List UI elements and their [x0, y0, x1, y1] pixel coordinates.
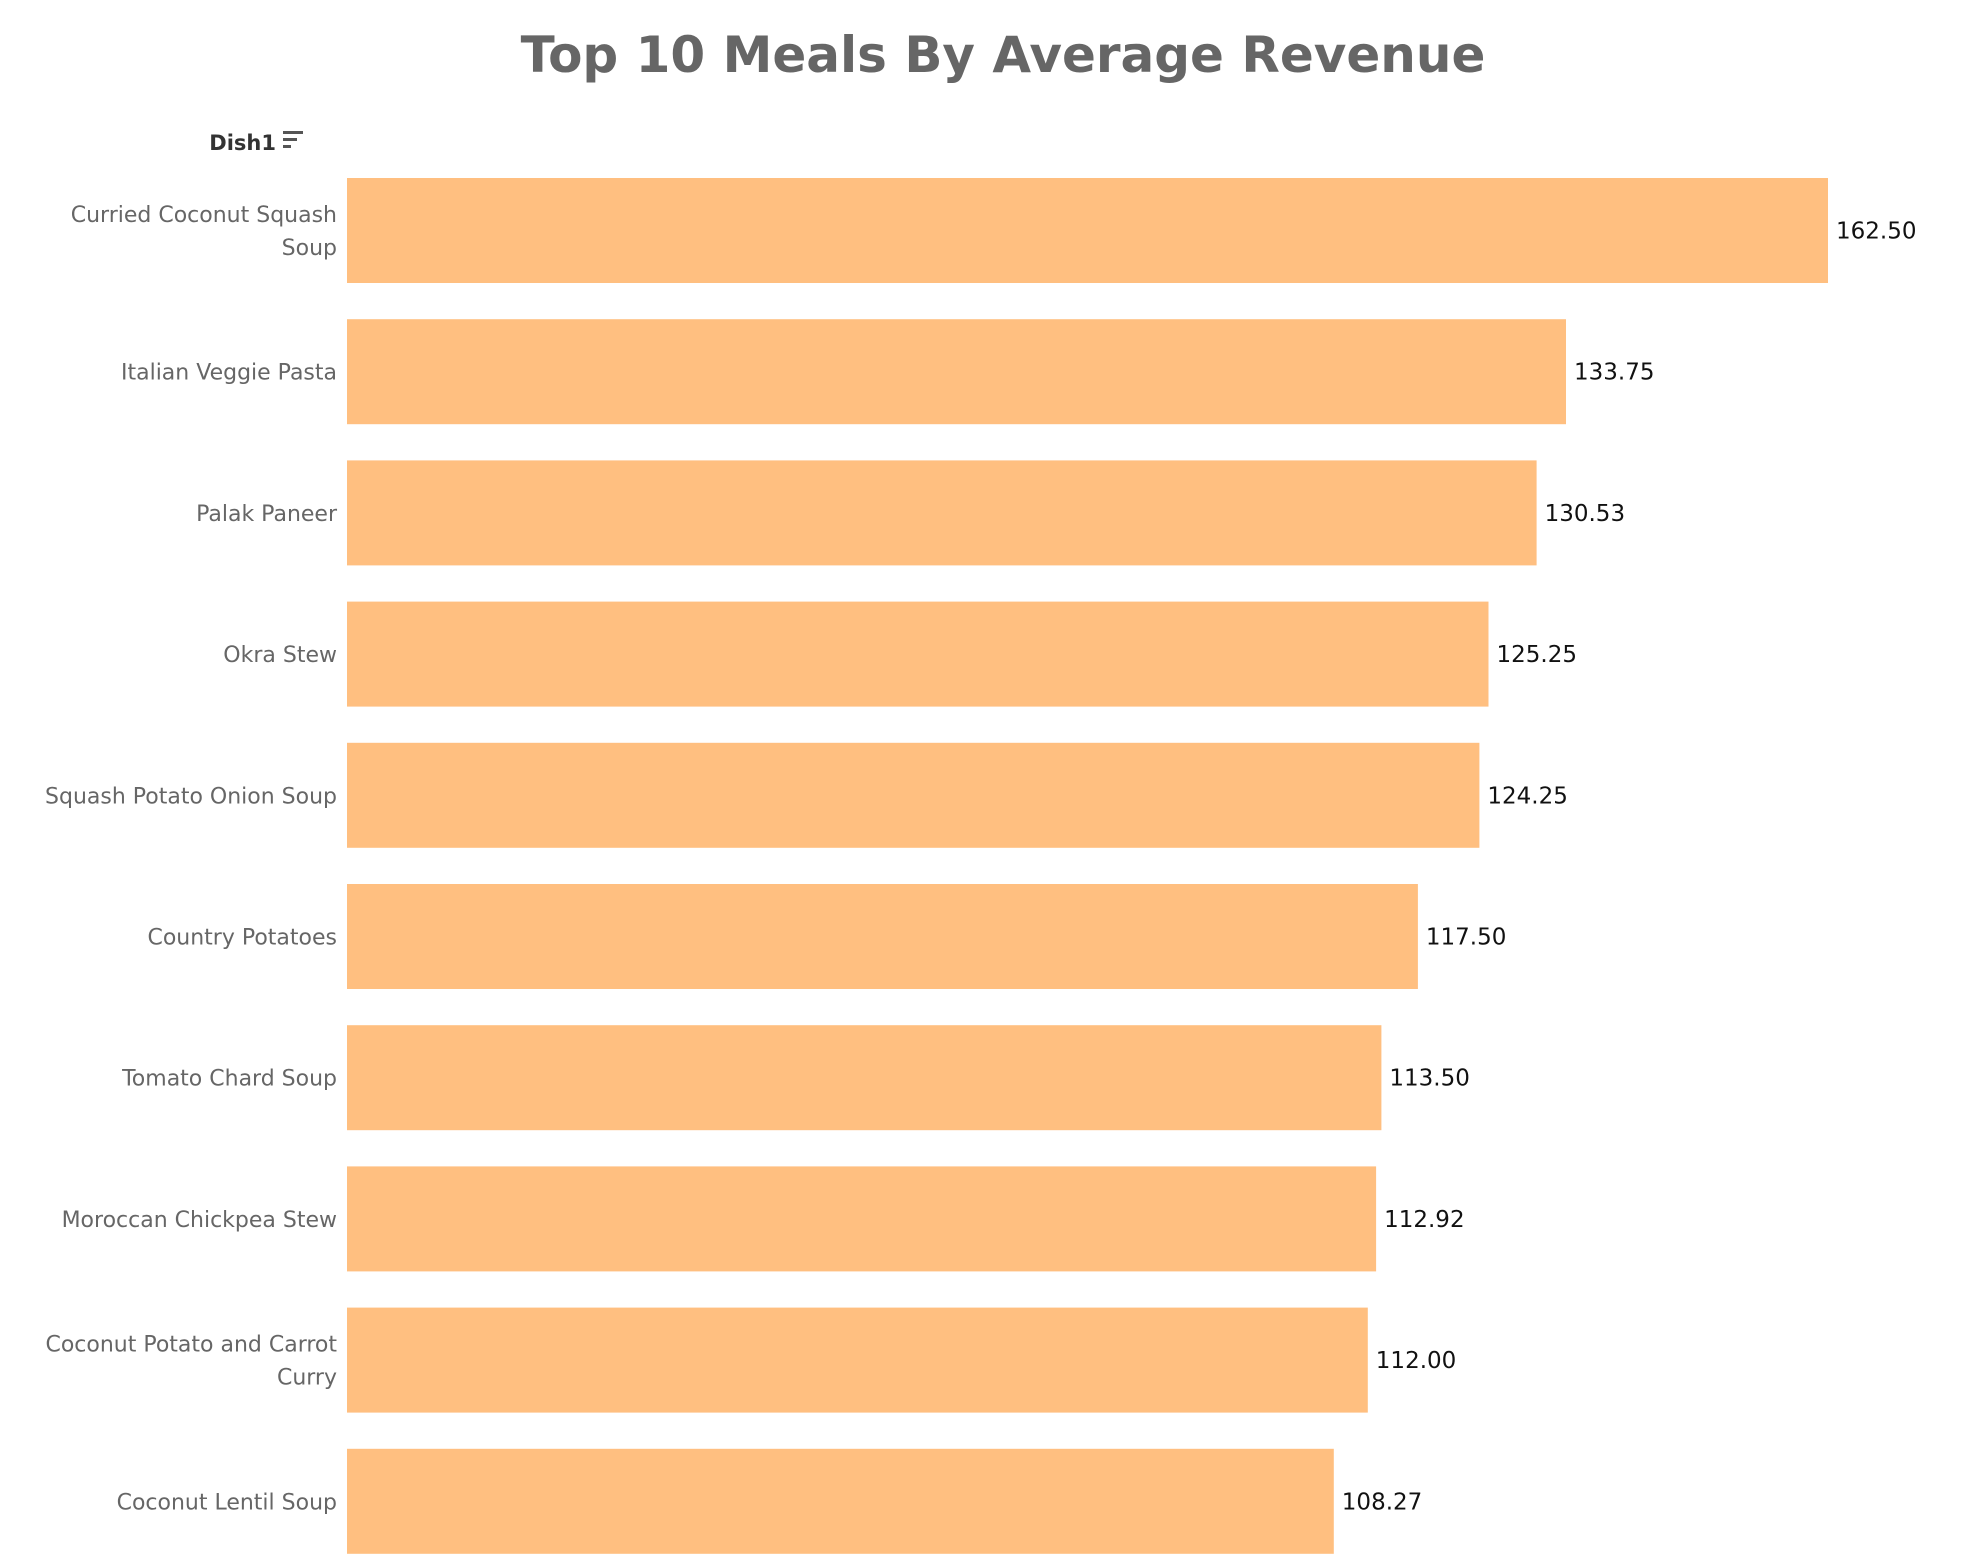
sort-descending-icon[interactable] — [283, 131, 303, 148]
category-label: Curried Coconut Squash — [71, 203, 337, 228]
bar[interactable] — [347, 1307, 1368, 1413]
bar[interactable] — [347, 178, 1828, 283]
value-label: 130.53 — [1545, 501, 1625, 527]
bar[interactable] — [347, 742, 1480, 848]
value-label: 113.50 — [1389, 1066, 1469, 1092]
category-label: Country Potatoes — [147, 926, 337, 951]
bar[interactable] — [347, 460, 1537, 566]
category-label: Okra Stew — [223, 643, 337, 668]
category-label: Tomato Chard Soup — [121, 1067, 337, 1092]
chart-title: Top 10 Meals By Average Revenue — [521, 26, 1486, 84]
bar[interactable] — [347, 319, 1566, 425]
bar[interactable] — [347, 1166, 1377, 1272]
bar[interactable] — [347, 1025, 1382, 1131]
category-labels: Curried Coconut Squash Soup Italian Veggie… — [45, 203, 338, 1515]
category-label: Curry — [277, 1366, 337, 1391]
category-axis-header[interactable]: Dish1 — [209, 131, 276, 155]
value-labels: 162.50 133.75 130.53 125.25 124.25 117.50 113.… — [1342, 219, 1917, 1516]
category-label: Coconut Potato and Carrot — [45, 1333, 337, 1358]
value-label: 112.92 — [1384, 1207, 1464, 1233]
bar[interactable] — [347, 601, 1489, 707]
category-label: Squash Potato Onion Soup — [45, 784, 337, 809]
value-label: 125.25 — [1497, 642, 1577, 668]
bar[interactable] — [347, 884, 1418, 989]
bars — [347, 178, 1828, 1554]
category-label: Moroccan Chickpea Stew — [62, 1208, 337, 1233]
category-label: Palak Paneer — [196, 502, 338, 527]
category-label: Coconut Lentil Soup — [117, 1490, 337, 1515]
bar[interactable] — [347, 1448, 1334, 1554]
value-label: 124.25 — [1487, 783, 1567, 809]
category-label: Italian Veggie Pasta — [121, 361, 337, 386]
category-label: Soup — [282, 236, 337, 261]
value-label: 112.00 — [1376, 1348, 1456, 1374]
value-label: 162.50 — [1836, 219, 1916, 245]
value-label: 133.75 — [1574, 360, 1654, 386]
value-label: 108.27 — [1342, 1489, 1422, 1515]
value-label: 117.50 — [1426, 925, 1506, 951]
